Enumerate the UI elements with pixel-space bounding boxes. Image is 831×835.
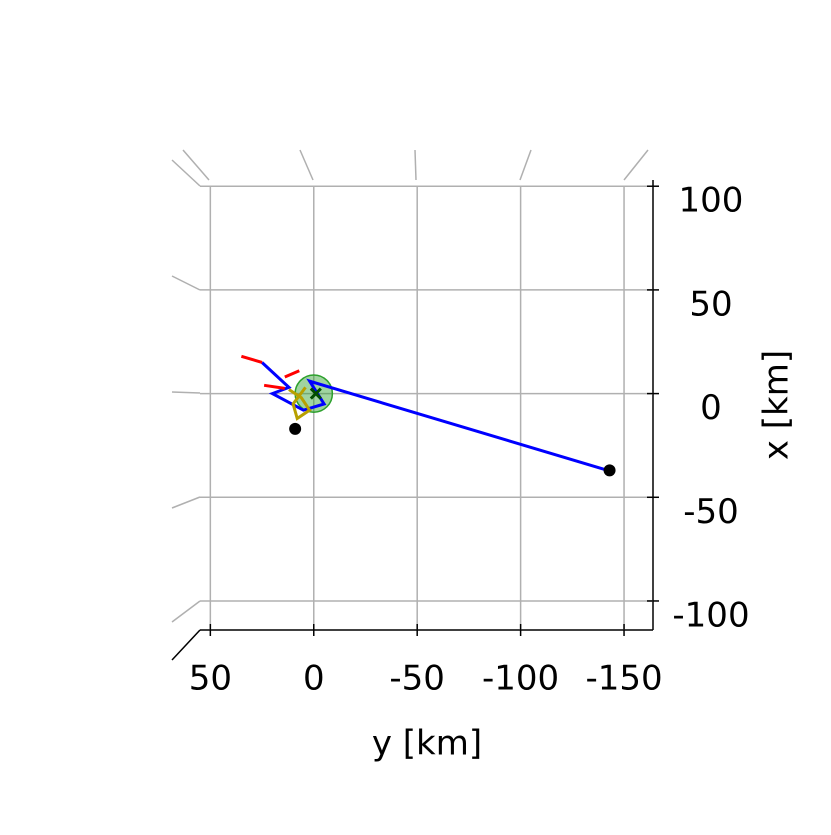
x-tick-label: -50 bbox=[389, 659, 445, 699]
point bbox=[603, 464, 616, 477]
axis-edge bbox=[171, 629, 201, 661]
series-line bbox=[288, 386, 312, 421]
x-tick-label: -150 bbox=[585, 659, 662, 699]
series-line bbox=[240, 354, 300, 390]
y-axis-label: x [km] bbox=[757, 350, 797, 460]
x-tick-label: 0 bbox=[303, 659, 325, 699]
point bbox=[289, 422, 302, 435]
cross-marker bbox=[309, 387, 322, 400]
x-tick-label: -100 bbox=[482, 659, 559, 699]
x-axis-label: y [km] bbox=[372, 724, 482, 764]
series-line bbox=[261, 361, 608, 472]
y-tick-label: -50 bbox=[683, 492, 739, 532]
y-tick-label: 0 bbox=[700, 388, 722, 428]
y-tick-label: 100 bbox=[679, 181, 744, 221]
x-tick-label: 50 bbox=[189, 659, 232, 699]
y-tick-label: -100 bbox=[672, 595, 749, 635]
y-tick-label: 50 bbox=[689, 284, 732, 324]
pane-edges bbox=[171, 149, 649, 623]
